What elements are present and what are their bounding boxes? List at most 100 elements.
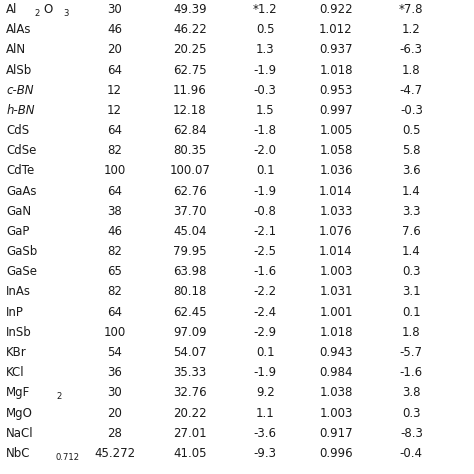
Text: 100.07: 100.07 — [169, 164, 210, 177]
Text: 82: 82 — [107, 144, 122, 157]
Text: MgF: MgF — [6, 386, 30, 400]
Text: GaN: GaN — [6, 205, 31, 218]
Text: 82: 82 — [107, 285, 122, 299]
Text: 36: 36 — [107, 366, 122, 379]
Text: 2: 2 — [35, 9, 40, 18]
Text: GaAs: GaAs — [6, 184, 36, 198]
Text: CdTe: CdTe — [6, 164, 34, 177]
Text: 0.937: 0.937 — [319, 43, 353, 56]
Text: InSb: InSb — [6, 326, 32, 339]
Text: 9.2: 9.2 — [256, 386, 274, 400]
Text: -0.3: -0.3 — [254, 84, 277, 97]
Text: c-BN: c-BN — [6, 84, 34, 97]
Text: CdS: CdS — [6, 124, 29, 137]
Text: 0.1: 0.1 — [256, 164, 274, 177]
Text: 35.33: 35.33 — [173, 366, 207, 379]
Text: 97.09: 97.09 — [173, 326, 207, 339]
Text: 28: 28 — [107, 427, 122, 440]
Text: 3.3: 3.3 — [402, 205, 420, 218]
Text: GaSe: GaSe — [6, 265, 37, 278]
Text: 37.70: 37.70 — [173, 205, 207, 218]
Text: 30: 30 — [107, 3, 122, 16]
Text: 0.3: 0.3 — [402, 265, 420, 278]
Text: 64: 64 — [107, 64, 122, 76]
Text: 62.75: 62.75 — [173, 64, 207, 76]
Text: InAs: InAs — [6, 285, 31, 299]
Text: 82: 82 — [107, 245, 122, 258]
Text: 1.4: 1.4 — [402, 184, 421, 198]
Text: 1.005: 1.005 — [319, 124, 353, 137]
Text: 64: 64 — [107, 306, 122, 319]
Text: 1.014: 1.014 — [319, 245, 353, 258]
Text: -3.6: -3.6 — [254, 427, 277, 440]
Text: 1.1: 1.1 — [256, 407, 274, 419]
Text: 0.984: 0.984 — [319, 366, 353, 379]
Text: AlSb: AlSb — [6, 64, 32, 76]
Text: 54: 54 — [107, 346, 122, 359]
Text: -1.6: -1.6 — [400, 366, 423, 379]
Text: 3: 3 — [64, 9, 69, 18]
Text: 0.953: 0.953 — [319, 84, 353, 97]
Text: -6.3: -6.3 — [400, 43, 423, 56]
Text: NaCl: NaCl — [6, 427, 34, 440]
Text: 20: 20 — [107, 43, 122, 56]
Text: 32.76: 32.76 — [173, 386, 207, 400]
Text: 46: 46 — [107, 23, 122, 36]
Text: -2.9: -2.9 — [254, 326, 277, 339]
Text: *1.2: *1.2 — [253, 3, 278, 16]
Text: -5.7: -5.7 — [400, 346, 423, 359]
Text: 1.003: 1.003 — [319, 407, 353, 419]
Text: h-BN: h-BN — [6, 104, 35, 117]
Text: 12: 12 — [107, 84, 122, 97]
Text: 79.95: 79.95 — [173, 245, 207, 258]
Text: 1.058: 1.058 — [319, 144, 353, 157]
Text: 1.033: 1.033 — [319, 205, 353, 218]
Text: 20: 20 — [107, 407, 122, 419]
Text: 1.003: 1.003 — [319, 265, 353, 278]
Text: -2.0: -2.0 — [254, 144, 277, 157]
Text: 3.8: 3.8 — [402, 386, 420, 400]
Text: 1.038: 1.038 — [319, 386, 353, 400]
Text: 0.922: 0.922 — [319, 3, 353, 16]
Text: -2.2: -2.2 — [254, 285, 277, 299]
Text: 0.917: 0.917 — [319, 427, 353, 440]
Text: 0.712: 0.712 — [55, 453, 80, 462]
Text: 62.76: 62.76 — [173, 184, 207, 198]
Text: 3.6: 3.6 — [402, 164, 420, 177]
Text: 41.05: 41.05 — [173, 447, 207, 460]
Text: 1.2: 1.2 — [402, 23, 421, 36]
Text: 12.18: 12.18 — [173, 104, 207, 117]
Text: 1.4: 1.4 — [402, 245, 421, 258]
Text: -2.1: -2.1 — [254, 225, 277, 238]
Text: -1.9: -1.9 — [254, 184, 277, 198]
Text: -9.3: -9.3 — [254, 447, 277, 460]
Text: 80.18: 80.18 — [173, 285, 207, 299]
Text: -0.4: -0.4 — [400, 447, 423, 460]
Text: NbC: NbC — [6, 447, 31, 460]
Text: 2: 2 — [56, 392, 62, 401]
Text: O: O — [43, 3, 53, 16]
Text: 49.39: 49.39 — [173, 3, 207, 16]
Text: AlAs: AlAs — [6, 23, 32, 36]
Text: -1.8: -1.8 — [254, 124, 277, 137]
Text: 65: 65 — [107, 265, 122, 278]
Text: 27.01: 27.01 — [173, 427, 207, 440]
Text: 1.036: 1.036 — [319, 164, 353, 177]
Text: 1.001: 1.001 — [319, 306, 353, 319]
Text: 63.98: 63.98 — [173, 265, 207, 278]
Text: -2.5: -2.5 — [254, 245, 277, 258]
Text: 20.22: 20.22 — [173, 407, 207, 419]
Text: 0.943: 0.943 — [319, 346, 353, 359]
Text: 7.6: 7.6 — [402, 225, 421, 238]
Text: 0.996: 0.996 — [319, 447, 353, 460]
Text: 5.8: 5.8 — [402, 144, 420, 157]
Text: 62.45: 62.45 — [173, 306, 207, 319]
Text: 1.031: 1.031 — [319, 285, 353, 299]
Text: AlN: AlN — [6, 43, 26, 56]
Text: 38: 38 — [107, 205, 122, 218]
Text: 1.018: 1.018 — [319, 326, 353, 339]
Text: Al: Al — [6, 3, 18, 16]
Text: 1.076: 1.076 — [319, 225, 353, 238]
Text: 11.96: 11.96 — [173, 84, 207, 97]
Text: 62.84: 62.84 — [173, 124, 207, 137]
